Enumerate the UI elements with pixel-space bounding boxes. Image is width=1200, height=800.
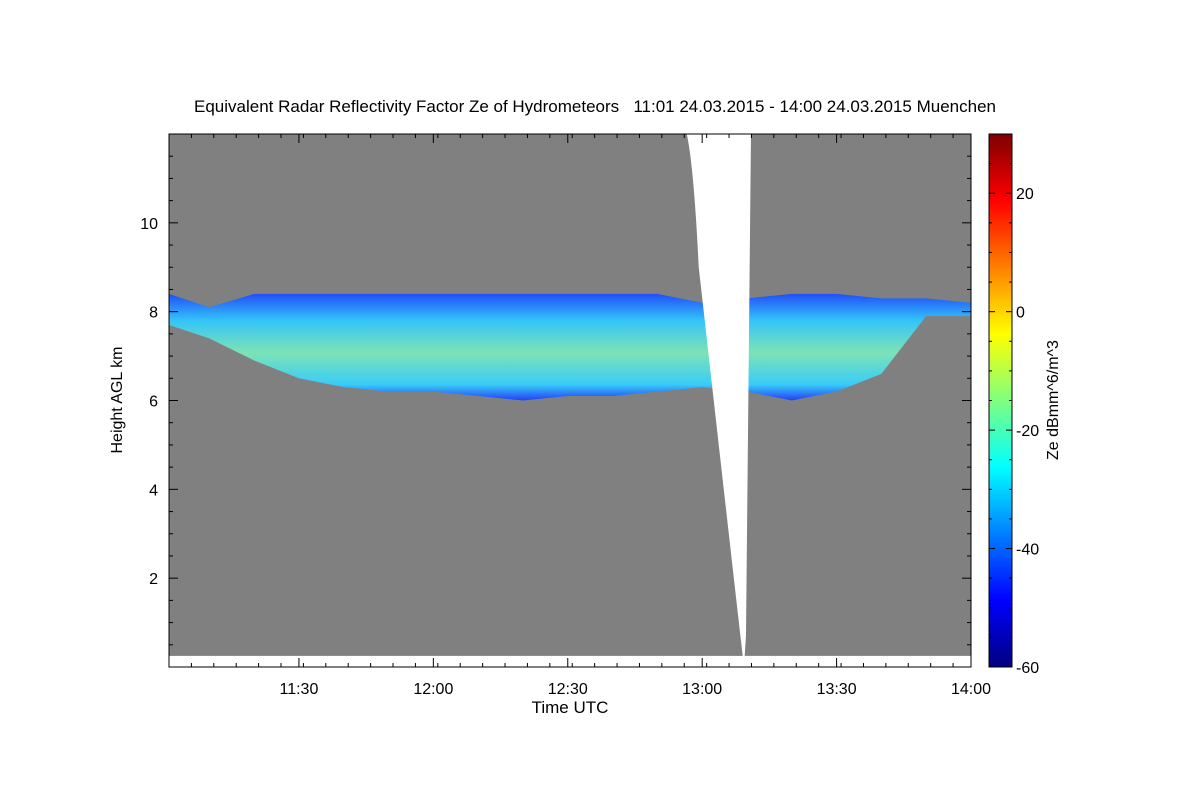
x-tick-label: 12:30 <box>548 681 588 698</box>
y-tick-label: 2 <box>149 571 158 588</box>
x-axis-label: Time UTC <box>531 698 609 717</box>
x-tick-label: 13:00 <box>682 681 722 698</box>
chart-title: Equivalent Radar Reflectivity Factor Ze … <box>194 97 996 116</box>
plot-background <box>169 134 971 667</box>
colorbar-tick-label: 0 <box>1016 305 1025 322</box>
colorbar-tick-label: -40 <box>1016 542 1039 559</box>
y-tick-label: 4 <box>149 482 158 499</box>
colorbar-tick-label: 20 <box>1016 186 1034 203</box>
cloud-layer <box>169 293 971 401</box>
no-data-strip <box>169 655 971 667</box>
y-tick-label: 6 <box>149 394 158 411</box>
x-tick-label: 13:30 <box>817 681 857 698</box>
y-tick-label: 8 <box>149 305 158 322</box>
colorbar-tick-label: -20 <box>1016 423 1039 440</box>
y-tick-label: 10 <box>140 216 158 233</box>
colorbar <box>988 133 1013 668</box>
x-tick-label: 12:00 <box>413 681 453 698</box>
colorbar-tick-label: -60 <box>1016 660 1039 677</box>
data-gap <box>686 134 751 667</box>
x-tick-label: 14:00 <box>951 681 991 698</box>
x-tick-label: 11:30 <box>280 681 319 698</box>
